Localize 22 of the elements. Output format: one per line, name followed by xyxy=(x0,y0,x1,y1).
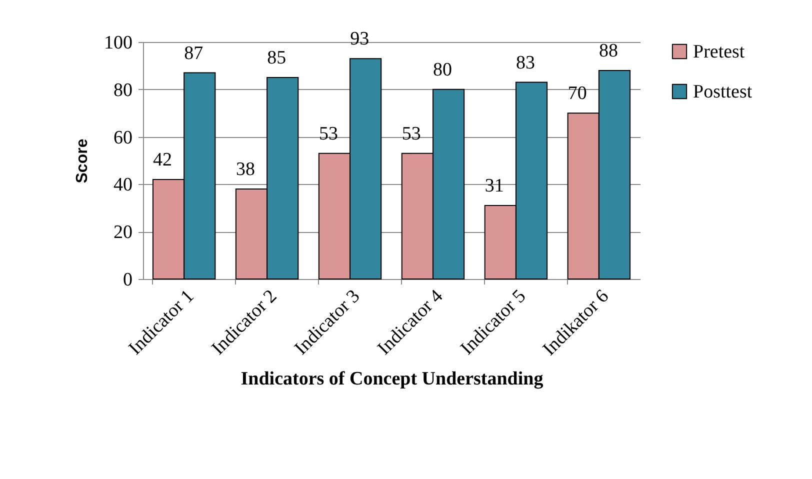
y-axis-title: Score xyxy=(74,138,91,184)
data-label: 31 xyxy=(484,176,504,197)
data-label: 42 xyxy=(153,149,172,170)
data-label: 85 xyxy=(267,48,286,69)
data-label: 88 xyxy=(598,40,618,62)
data-label: 83 xyxy=(516,52,536,74)
data-label: 53 xyxy=(402,123,421,144)
data-label: 53 xyxy=(318,123,338,144)
data-label: 87 xyxy=(184,42,204,64)
x-axis-title: Indicators of Concept Understanding xyxy=(240,368,544,390)
y-tick-label: 40 xyxy=(114,174,132,196)
data-label: 70 xyxy=(568,83,587,104)
data-label: 80 xyxy=(433,59,452,80)
y-tick-label: 100 xyxy=(104,32,132,54)
y-tick-label: 80 xyxy=(114,80,132,101)
y-tick-label: 20 xyxy=(114,222,132,244)
data-label: 38 xyxy=(236,158,255,180)
data-label: 93 xyxy=(350,28,370,50)
y-tick-label: 60 xyxy=(114,127,132,148)
legend-label: Pretest xyxy=(693,42,746,62)
y-tick-label: 0 xyxy=(123,270,132,290)
legend-label: Posttest xyxy=(693,82,753,102)
